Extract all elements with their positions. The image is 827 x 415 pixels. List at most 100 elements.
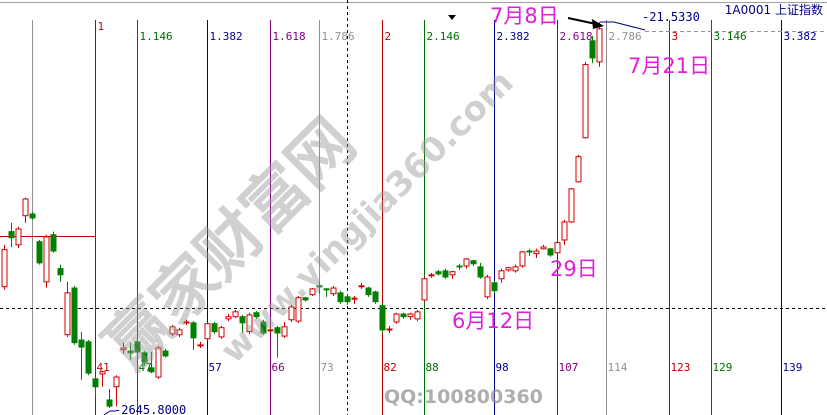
candle xyxy=(99,370,106,387)
annotation-arrow xyxy=(567,17,597,25)
candle xyxy=(85,340,92,376)
candle xyxy=(29,211,36,220)
candle-body-up xyxy=(15,228,22,246)
candle-body-up xyxy=(351,297,358,300)
candle xyxy=(498,268,505,283)
candle xyxy=(169,325,176,337)
candle-body-down xyxy=(344,296,351,303)
candle-body-down xyxy=(491,282,498,292)
candle xyxy=(568,187,575,223)
candle xyxy=(379,303,386,333)
candle xyxy=(470,259,477,266)
candle-body-down xyxy=(71,287,78,344)
fib-count-label: 66 xyxy=(272,361,285,374)
low-marker xyxy=(103,410,116,415)
candle-body-up xyxy=(561,221,568,241)
candle xyxy=(148,351,155,374)
candle-body-up xyxy=(498,270,505,280)
candle-body-up xyxy=(232,311,239,318)
candle xyxy=(36,239,43,265)
candle xyxy=(526,248,533,256)
fib-ratio-label: 2.382 xyxy=(497,30,530,43)
candle xyxy=(372,290,379,304)
candle-body-up xyxy=(554,242,561,254)
candle xyxy=(183,319,190,326)
candle-body-down xyxy=(8,231,15,239)
candle-body-down xyxy=(92,378,99,388)
fib-ratio-label: 1.382 xyxy=(210,30,243,43)
candle xyxy=(309,288,316,296)
candle-body-down xyxy=(442,270,449,278)
candle xyxy=(134,340,141,354)
candle xyxy=(204,321,211,341)
candle xyxy=(8,222,15,248)
candle-body-up xyxy=(295,297,302,322)
fib-count-label: 114 xyxy=(608,361,628,374)
fib-ratio-label: 3 xyxy=(672,30,679,43)
candle-body-up xyxy=(309,288,316,296)
candle-body-up xyxy=(183,321,190,324)
candle xyxy=(337,290,344,304)
candle xyxy=(106,388,113,408)
candle xyxy=(351,295,358,304)
fib-ratio-label: 1 xyxy=(98,20,105,33)
candle xyxy=(239,314,246,333)
fib-ratio-label: 1.786 xyxy=(322,30,355,43)
candle xyxy=(302,296,309,302)
candle-body-down xyxy=(456,265,463,268)
candle xyxy=(141,351,148,367)
candle-body-up xyxy=(393,313,400,323)
candle xyxy=(554,239,561,254)
candle xyxy=(92,377,99,397)
candle-body-down xyxy=(57,268,64,276)
fib-ratio-label: 2.146 xyxy=(427,30,460,43)
candle-body-up xyxy=(120,347,127,351)
candle-body-down xyxy=(106,399,113,407)
candle xyxy=(120,342,127,354)
candle xyxy=(421,277,428,302)
candle-body-down xyxy=(36,241,43,264)
fib-ratio-label: 1.618 xyxy=(273,30,306,43)
candle-body-up xyxy=(43,236,50,283)
candle-body-up xyxy=(281,326,288,337)
candle-body-up xyxy=(358,285,365,288)
annotation-29: 29日 xyxy=(550,257,598,281)
candle xyxy=(57,264,64,282)
candle-body-down xyxy=(50,234,57,252)
fib-ratio-label: 2.618 xyxy=(560,30,593,43)
candle-body-up xyxy=(505,267,512,271)
candle xyxy=(253,310,260,319)
candle xyxy=(449,270,456,279)
candle-body-down xyxy=(29,213,36,219)
candle xyxy=(512,264,519,273)
candle xyxy=(393,312,400,324)
candle xyxy=(218,325,225,339)
candle-body-down xyxy=(78,339,85,348)
candle xyxy=(582,61,589,139)
index-code: 1A0001 xyxy=(724,3,772,17)
candle xyxy=(267,326,274,334)
candle xyxy=(190,321,197,350)
candle xyxy=(414,310,421,322)
candle xyxy=(71,285,78,345)
fib-ratio-label: 1.146 xyxy=(140,30,173,43)
candle-body-up xyxy=(246,314,253,333)
candle-body-down xyxy=(435,271,442,275)
candle xyxy=(365,286,372,297)
candle-body-up xyxy=(568,188,575,223)
candle-body-up xyxy=(113,376,120,388)
candle-body-up xyxy=(218,327,225,338)
candle-body-up xyxy=(155,347,162,378)
fib-count-label: 41 xyxy=(97,361,110,374)
annotation-jul8: 7月8日 xyxy=(490,4,559,28)
candle xyxy=(197,341,204,348)
candle-body-down xyxy=(148,367,155,373)
candle-body-down xyxy=(337,292,344,303)
candle xyxy=(533,248,540,259)
candle-body-up xyxy=(484,276,491,298)
fib-count-label: 88 xyxy=(426,361,439,374)
candle xyxy=(519,250,526,268)
candle-body-up xyxy=(386,328,393,331)
candle-body-down xyxy=(274,327,281,334)
